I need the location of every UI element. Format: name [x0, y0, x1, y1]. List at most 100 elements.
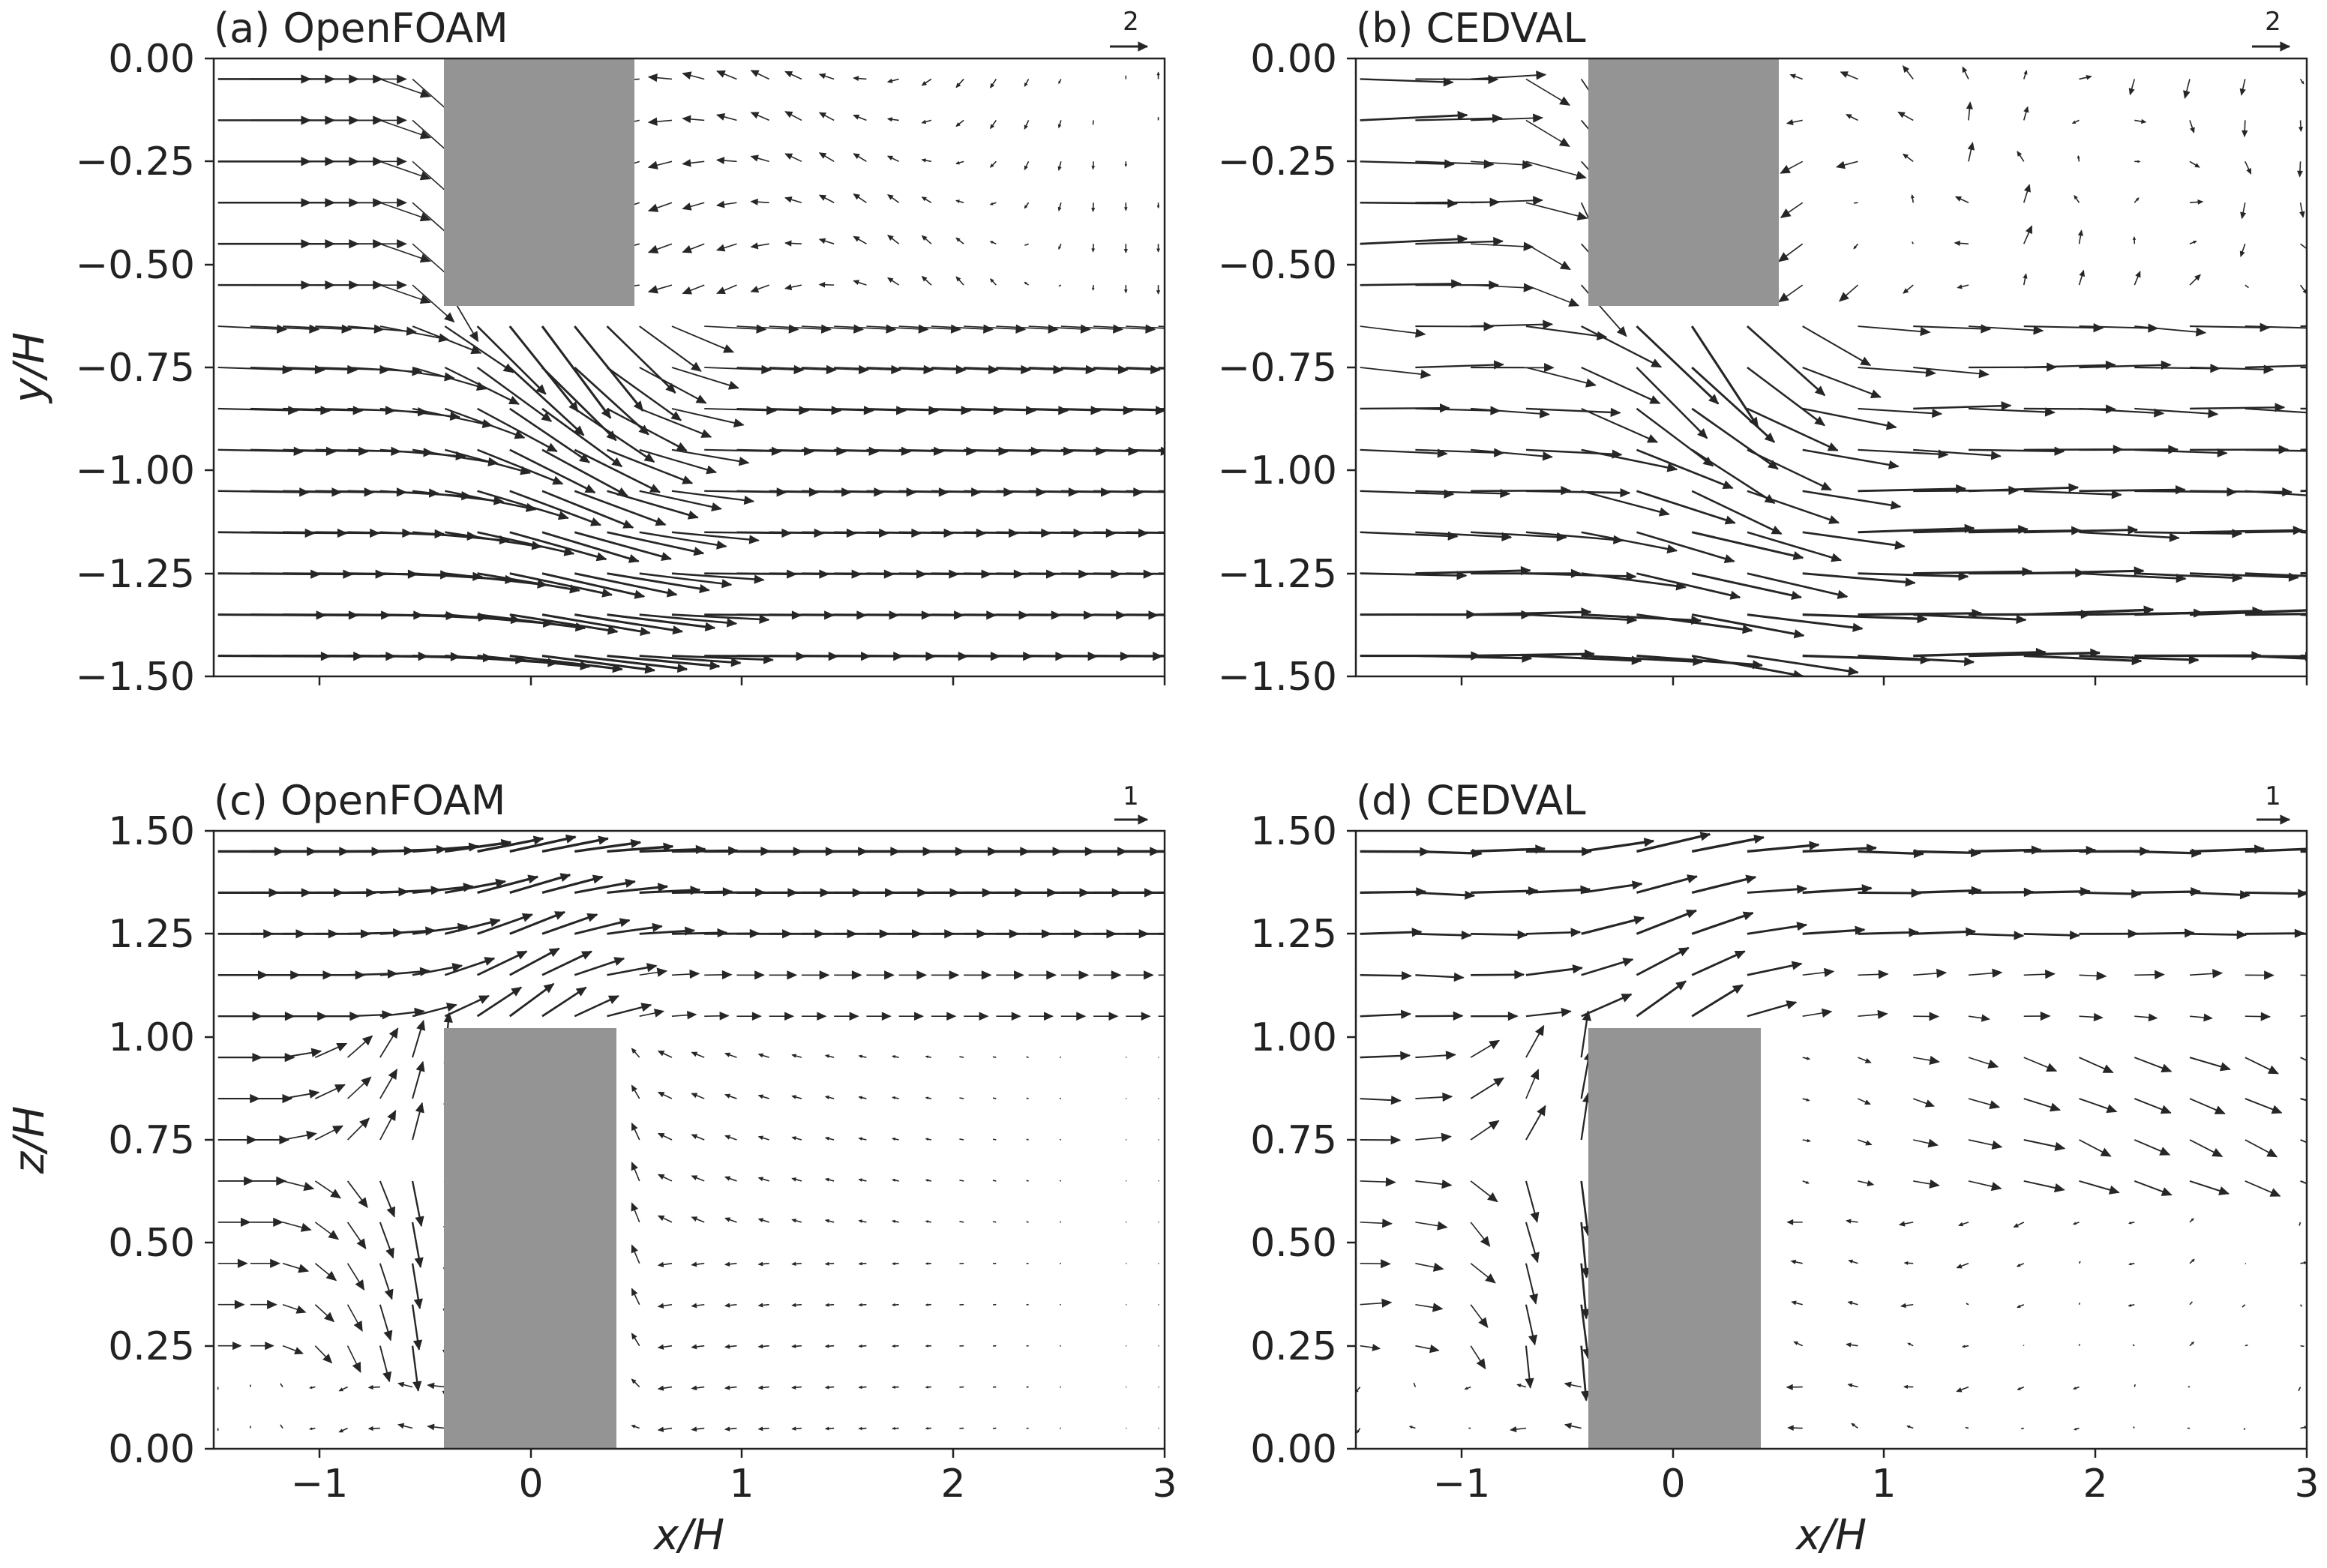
quiver-arrow-c-212	[992, 1097, 997, 1099]
quiver-arrowhead-a-379	[647, 117, 658, 126]
quiver-arrowhead-b-225	[1533, 113, 1543, 123]
quiver-arrowhead-a-333	[750, 198, 758, 205]
quiver-arrowhead-a-99	[563, 547, 575, 556]
quiver-arrowhead-c-227	[691, 1051, 698, 1057]
quiver-arrowhead-b-204	[2135, 197, 2140, 201]
quiver-arrowhead-b-7	[1793, 670, 1804, 676]
quiver-arrow-b-24	[1636, 613, 1753, 632]
quiver-arrowhead-a-345	[1156, 205, 1160, 209]
quiver-arrow-b-37	[1360, 572, 1467, 577]
quiver-arrowhead-c-76	[324, 1312, 335, 1323]
quiver-arrowhead-a-283	[750, 286, 760, 293]
quiver-arrowhead-a-406	[750, 70, 760, 77]
quiver-arrow-a-129	[477, 490, 568, 520]
quiver-arrow-c-310	[509, 910, 565, 935]
quiver-arrowhead-c-12	[724, 1426, 730, 1432]
quiver-arrowhead-c-106	[657, 1261, 664, 1267]
x-tick-label-c-1: −1	[291, 1462, 349, 1507]
quiver-arrowhead-d-127	[1989, 1100, 2001, 1110]
quiver-arrowhead-c-79	[412, 1339, 423, 1351]
quiver-arrowhead-b-236	[2242, 130, 2248, 138]
quiver-arrowhead-c-62	[791, 1344, 796, 1349]
panel-d: (d) CEDVAL 1 1.50 1.25 1.00 0.75 0.50 0.…	[1250, 777, 2327, 1560]
quiver-arrowhead-c-157	[757, 1177, 764, 1182]
quiver-arrowhead-c-313	[652, 922, 663, 933]
quiver-arrowhead-c-28	[309, 1386, 313, 1390]
building-d	[1588, 1028, 1761, 1449]
quiver-arrow-d-148	[2300, 1057, 2307, 1062]
quiver-arrowhead-a-300	[397, 239, 407, 249]
quiver-arrow-a-256	[704, 325, 766, 331]
y-tick-label-d-5: 0.50	[1250, 1221, 1337, 1266]
quiver-arrow-b-55	[1360, 531, 1458, 538]
quiver-arrowhead-d-191	[1742, 911, 1754, 921]
quiver-arrowhead-d-36	[1846, 1342, 1852, 1348]
quiver-arrowhead-c-260	[849, 1012, 859, 1021]
quiver-arrowhead-c-233	[892, 1055, 896, 1059]
quiver-arrowhead-c-156	[724, 1176, 731, 1181]
quiver-arrowhead-b-155	[1981, 324, 1992, 334]
quiver-arrowhead-d-182	[2212, 969, 2224, 979]
quiver-arrowhead-d-237	[2311, 845, 2320, 853]
quiver-arrowhead-a-330	[647, 203, 659, 212]
quiver-arrow-a-220	[508, 366, 585, 436]
quiver-arrowhead-c-183	[824, 1136, 830, 1141]
quiver-arrow-a-257	[736, 325, 799, 331]
quiver-arrow-d-53	[1966, 1303, 1969, 1306]
quiver-arrowhead-c-330	[1204, 930, 1213, 938]
quiver-arrowhead-a-310	[818, 238, 826, 244]
quiver-arrowhead-a-60	[1246, 611, 1255, 619]
quiver-arrowhead-b-114	[1702, 456, 1714, 467]
quiver-arrowhead-d-25	[2017, 1387, 2021, 1390]
quiver-arrowhead-b-24	[1742, 625, 1753, 634]
quiver-arrow-a-198	[769, 407, 841, 412]
quiver-arrow-b-89	[2245, 490, 2307, 496]
quiver-arrow-a-44	[639, 613, 737, 625]
quiver-arrowhead-d-184	[2318, 972, 2327, 980]
quiver-arrow-a-316	[1024, 243, 1029, 246]
quiver-arrowhead-a-404	[682, 71, 692, 79]
quiver-arrowhead-a-306	[682, 244, 693, 253]
quiver-arrowhead-c-171	[306, 1130, 317, 1140]
quiver-arrowhead-a-188	[514, 430, 526, 439]
quiver-arrow-a-260	[834, 325, 896, 331]
quiver-arrowhead-b-97	[1764, 494, 1776, 504]
quiver-arrowhead-a-102	[661, 552, 672, 562]
quiver-arrow-d-192	[1747, 923, 1807, 935]
quiver-arrowhead-d-129	[2106, 1104, 2118, 1114]
quiver-arrow-a-237	[1060, 367, 1128, 371]
quiver-arrowhead-a-282	[715, 286, 726, 295]
quiver-arrowhead-c-9	[631, 1425, 636, 1429]
y-tick-label-a-3: −0.50	[76, 243, 195, 288]
quiver-arrowhead-c-154	[657, 1174, 665, 1180]
quiver-arrowhead-d-189	[1633, 916, 1645, 925]
quiver-arrowhead-c-263	[946, 1012, 957, 1021]
quiver-arrow-a-194	[639, 407, 712, 438]
quiver-arrowhead-c-145	[244, 1176, 254, 1186]
quiver-arrow-c-165	[1026, 1180, 1029, 1182]
quiver-arrowhead-b-153	[1860, 356, 1872, 366]
quiver-arrowhead-b-228	[1786, 118, 1794, 126]
quiver-arrow-a-197	[736, 407, 808, 412]
quiver-arrow-c-188	[992, 1138, 997, 1141]
quiver-arrow-c-211	[959, 1097, 964, 1099]
quiver-arrow-b-69	[2134, 531, 2242, 535]
quiver-arrowhead-a-192	[643, 452, 655, 463]
quiver-arrowhead-a-258	[820, 324, 832, 334]
quiver-arrowhead-d-87	[2191, 1218, 2194, 1222]
quiver-arrowhead-b-134	[1814, 415, 1825, 427]
quiver-arrow-b-81	[1802, 490, 1901, 508]
quiver-arrowhead-b-216	[1967, 142, 1975, 151]
quiver-arrowhead-c-146	[276, 1176, 287, 1186]
y-tick-label-b-3: −0.50	[1218, 243, 1337, 288]
quiver-arrowhead-b-123	[2208, 409, 2219, 418]
quiver-arrow-a-75	[671, 572, 764, 581]
quiver-arrow-b-46	[1858, 572, 1969, 578]
quiver-arrowhead-d-90	[1441, 1179, 1453, 1189]
quiver-arrowhead-c-155	[691, 1175, 698, 1181]
quiver-arrowhead-d-62	[1485, 1273, 1496, 1284]
quiver-arrowhead-b-205	[2197, 199, 2204, 205]
quiver-arrowhead-c-121	[241, 1217, 251, 1228]
quiver-arrowhead-a-357	[715, 157, 725, 164]
quiver-arrowhead-c-42	[925, 1385, 928, 1389]
